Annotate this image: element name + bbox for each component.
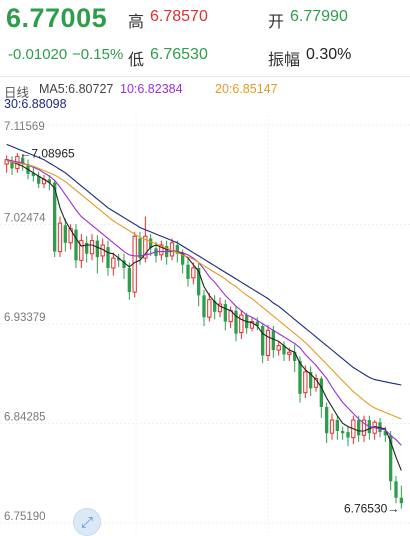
candle xyxy=(159,240,164,261)
candle xyxy=(53,179,57,258)
candle xyxy=(351,415,356,445)
y-tick-label: 6.84285 xyxy=(4,411,46,423)
candle xyxy=(186,259,190,287)
line-ma5 xyxy=(6,160,402,471)
candle xyxy=(4,155,9,173)
y-tick-label: 7.11569 xyxy=(4,121,45,133)
price-change: -0.01020 xyxy=(8,46,68,63)
expand-icon: ⤢ xyxy=(80,513,93,531)
candle xyxy=(309,366,313,396)
candle xyxy=(335,415,339,440)
candle xyxy=(85,236,89,263)
amplitude-value: 0.30% xyxy=(306,46,352,63)
candle xyxy=(372,420,377,440)
candle xyxy=(31,167,35,182)
candle xyxy=(399,485,403,509)
candle xyxy=(57,216,63,258)
y-tick-label: 6.75190 xyxy=(4,511,46,523)
candle xyxy=(132,231,137,298)
legend-ma30: 30:6.88098 xyxy=(4,97,67,111)
candle xyxy=(117,253,121,267)
min-price-label: 6.76530→ xyxy=(344,501,399,515)
candle xyxy=(74,224,78,268)
candle xyxy=(79,234,84,268)
low-value: 6.76530 xyxy=(150,46,208,63)
line-ma30 xyxy=(6,143,402,386)
candle xyxy=(234,306,238,342)
candle xyxy=(361,415,367,442)
candle xyxy=(89,234,95,261)
candle xyxy=(207,293,212,322)
candle xyxy=(249,317,255,332)
y-tick-label: 7.02474 xyxy=(4,213,46,225)
low-label: 低 xyxy=(128,52,145,69)
legend-ma10: 10:6.82384 xyxy=(120,82,183,96)
candle xyxy=(341,426,345,440)
candle xyxy=(265,324,271,361)
candle xyxy=(282,341,286,361)
candle xyxy=(197,262,201,307)
candle xyxy=(127,262,131,300)
candle xyxy=(239,310,244,340)
line-ma10 xyxy=(6,159,402,446)
amplitude-label: 振幅 xyxy=(268,52,301,69)
last-price: 6.77005 xyxy=(6,3,108,33)
candle xyxy=(367,415,371,440)
candlestick-chart[interactable]: 7.11569 7.02474 6.93379 6.84285 6.75190 ←7.0… xyxy=(0,115,410,535)
candle xyxy=(169,238,175,261)
candle xyxy=(202,289,206,326)
candle xyxy=(111,252,116,276)
candle xyxy=(41,174,47,189)
candle xyxy=(191,262,196,285)
open-label: 开 xyxy=(268,14,285,31)
candle xyxy=(357,415,361,442)
candle xyxy=(21,154,25,171)
max-price-label: ←7.08965 xyxy=(19,146,75,160)
candle xyxy=(319,376,323,418)
candle xyxy=(346,426,350,447)
candle xyxy=(149,234,153,256)
high-value: 6.78570 xyxy=(150,8,208,25)
quote-header: 6.77005 -0.01020 −0.15% 高 6.78570 低 6.76… xyxy=(0,0,410,78)
legend-ma5: MA5:6.80727 xyxy=(39,82,114,96)
period-selector[interactable]: 日线 xyxy=(4,86,30,100)
candle xyxy=(394,475,398,504)
fullscreen-button[interactable]: ⤢ xyxy=(73,508,101,536)
candle xyxy=(223,299,227,331)
candle xyxy=(10,156,14,175)
high-label: 高 xyxy=(128,14,145,31)
candle xyxy=(165,240,169,265)
candle xyxy=(271,325,275,358)
legend-ma20: 20:6.85147 xyxy=(215,82,278,96)
candle xyxy=(298,356,302,403)
candle xyxy=(63,218,67,252)
line-ma20 xyxy=(6,160,402,420)
candle xyxy=(255,317,259,331)
candle xyxy=(37,171,41,189)
candle xyxy=(217,297,223,318)
candle xyxy=(303,365,308,399)
candle xyxy=(106,240,110,276)
candle xyxy=(329,413,335,440)
candle xyxy=(122,253,126,279)
ma-legend: 日线 MA5:6.80727 10:6.82384 20:6.85147 30:… xyxy=(0,80,410,114)
candle xyxy=(213,295,217,320)
header-divider xyxy=(0,76,410,77)
open-value: 6.77990 xyxy=(290,8,348,25)
candle xyxy=(261,322,265,364)
candle xyxy=(276,341,281,356)
candle xyxy=(95,235,99,274)
candle xyxy=(325,402,329,444)
price-change-percent: −0.15% xyxy=(72,46,124,63)
y-tick-label: 6.93379 xyxy=(4,312,46,324)
candle xyxy=(313,374,319,392)
candle xyxy=(293,344,297,372)
